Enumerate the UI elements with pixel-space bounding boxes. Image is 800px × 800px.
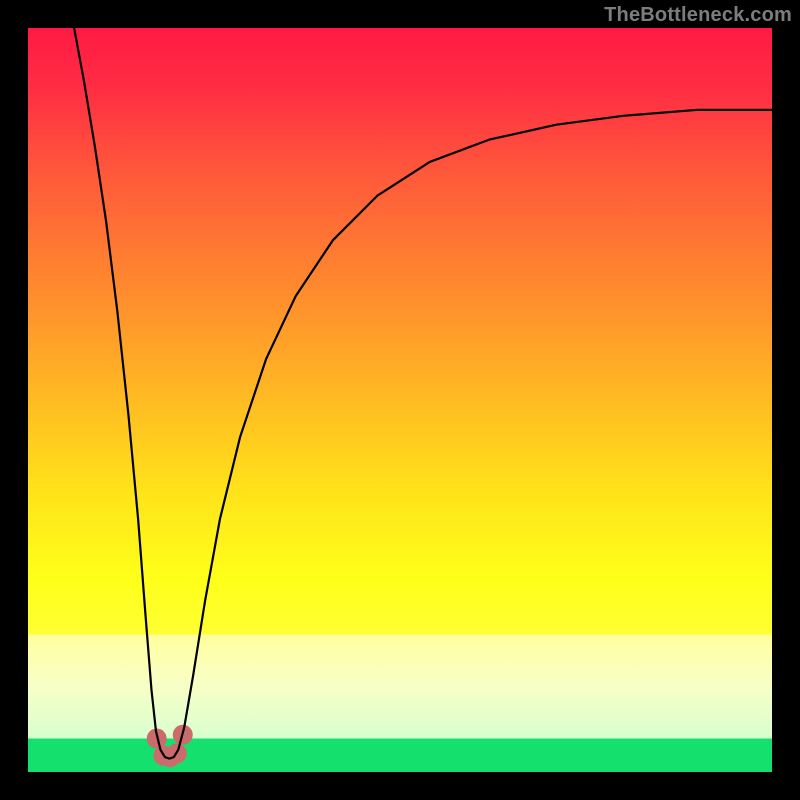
chart-plot-area [28, 28, 772, 772]
chart-frame: TheBottleneck.com [0, 0, 800, 800]
bottleneck-curve-chart [28, 28, 772, 772]
chart-background [28, 28, 772, 772]
watermark-text: TheBottleneck.com [604, 4, 792, 27]
